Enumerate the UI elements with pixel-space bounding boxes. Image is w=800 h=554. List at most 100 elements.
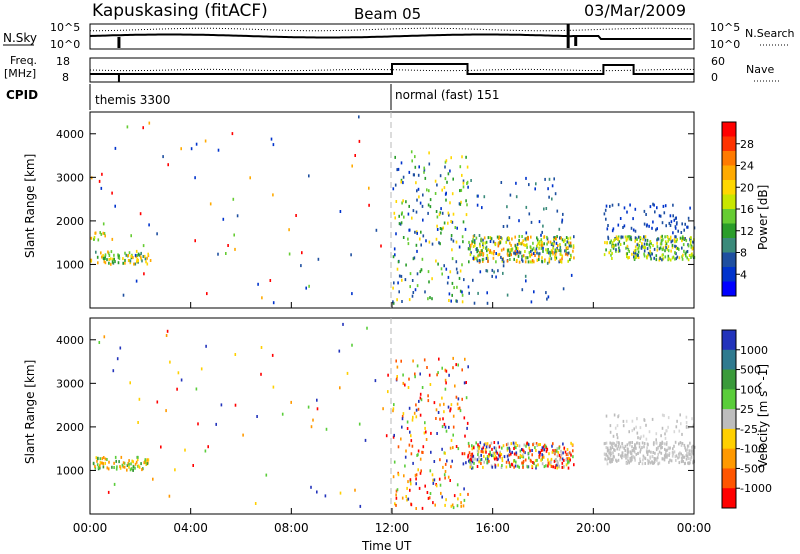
power-point <box>395 232 397 236</box>
power-point <box>671 239 674 243</box>
power-point <box>559 243 561 247</box>
velocity-point <box>396 377 398 381</box>
velocity-point <box>424 421 426 425</box>
velocity-point <box>401 417 404 421</box>
power-point <box>167 163 169 167</box>
velocity-point <box>546 447 549 451</box>
power-panel-frame <box>89 111 695 309</box>
power-point <box>543 259 546 263</box>
velocity-point <box>130 467 133 471</box>
power-point <box>100 251 102 255</box>
velocity-point <box>690 455 693 459</box>
power-point <box>102 231 105 235</box>
power-point <box>553 236 555 240</box>
power-point <box>145 260 147 264</box>
power-point <box>672 231 674 235</box>
velocity-point <box>465 461 467 465</box>
velocity-point <box>681 454 684 458</box>
power-point <box>477 249 479 253</box>
velocity-point <box>627 450 630 454</box>
power-point <box>524 243 526 247</box>
power-point <box>458 245 461 249</box>
velocity-point <box>637 436 639 440</box>
velocity-point <box>106 466 109 470</box>
power-point <box>555 241 558 245</box>
power-point <box>623 206 626 210</box>
power-point <box>675 246 678 250</box>
velocity-point <box>517 455 520 459</box>
power-point <box>517 254 520 258</box>
power-point <box>423 168 426 172</box>
power-point <box>627 248 630 252</box>
velocity-point <box>678 461 681 465</box>
power-point <box>411 294 414 298</box>
velocity-point <box>447 405 450 409</box>
power-point <box>489 240 492 243</box>
power-point <box>553 238 555 242</box>
power-point <box>118 256 121 260</box>
velocity-point <box>631 445 633 449</box>
velocity-point <box>477 445 479 449</box>
power-point <box>674 225 677 229</box>
power-point <box>423 166 425 170</box>
velocity-point <box>555 458 557 461</box>
power-point <box>519 242 521 245</box>
velocity-point <box>468 444 470 448</box>
velocity-point <box>423 431 426 435</box>
power-point <box>402 236 405 239</box>
velocity-point <box>406 498 408 502</box>
velocity-point <box>661 445 663 449</box>
velocity-point <box>664 436 667 440</box>
velocity-point <box>511 462 513 466</box>
power-point <box>429 296 431 300</box>
velocity-point <box>621 451 624 455</box>
power-point <box>524 260 527 264</box>
velocity-point <box>688 462 690 466</box>
power-point <box>493 250 495 253</box>
power-point <box>463 278 465 282</box>
velocity-point <box>573 463 575 467</box>
velocity-point <box>471 447 473 451</box>
power-point <box>449 201 451 205</box>
velocity-point <box>538 455 541 459</box>
velocity-point <box>134 462 137 466</box>
velocity-point <box>639 450 641 454</box>
velocity-point <box>528 456 530 460</box>
velocity-point <box>606 458 608 462</box>
power-point <box>519 251 521 255</box>
power-point <box>459 202 462 206</box>
power-point <box>649 240 652 243</box>
power-point <box>631 252 633 256</box>
power-point <box>394 155 396 159</box>
power-point <box>418 165 420 169</box>
velocity-point <box>522 461 524 465</box>
velocity-point <box>531 449 533 452</box>
velocity-point <box>611 460 613 463</box>
power-point <box>101 255 103 259</box>
power-point <box>530 235 532 239</box>
velocity-point <box>666 441 668 444</box>
velocity-point <box>485 445 488 449</box>
velocity-point <box>657 462 659 466</box>
velocity-point <box>513 445 516 449</box>
velocity-point <box>539 443 541 446</box>
power-point <box>462 181 465 185</box>
power-point <box>456 299 458 303</box>
power-point <box>128 259 130 263</box>
velocity-point <box>128 462 130 466</box>
power-point <box>668 221 671 225</box>
velocity-point <box>104 457 107 461</box>
velocity-point <box>96 459 98 463</box>
velocity-point <box>559 456 562 460</box>
power-point <box>604 241 606 245</box>
velocity-point <box>603 452 606 456</box>
velocity-point <box>129 381 131 385</box>
power-point <box>142 244 145 248</box>
power-point <box>417 173 420 177</box>
velocity-point <box>408 406 411 410</box>
power-point <box>547 295 550 299</box>
power-point <box>261 296 263 300</box>
power-point <box>626 244 629 248</box>
velocity-point <box>476 465 479 468</box>
